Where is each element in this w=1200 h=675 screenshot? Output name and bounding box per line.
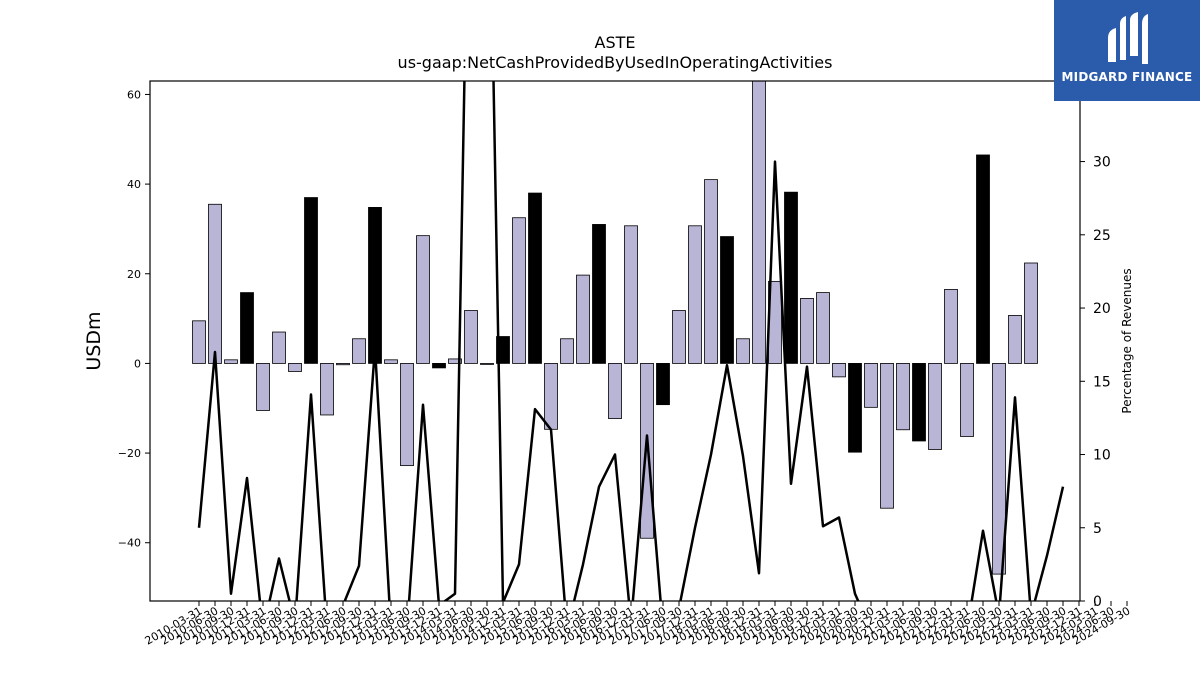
bar-22 (544, 363, 558, 430)
bar-7 (304, 197, 318, 364)
bar-38 (800, 298, 814, 364)
bar-28 (640, 363, 654, 539)
bar-24 (576, 274, 590, 364)
y2-tick-label-6: 30 (1093, 155, 1111, 171)
axes-layer (149, 80, 1081, 602)
bar-48 (960, 363, 974, 437)
y-tick-label-2: 0 (134, 357, 141, 370)
bar-49 (976, 154, 990, 364)
y-axis-label: USDm (83, 311, 105, 370)
bar-18 (480, 363, 494, 365)
bar-17 (464, 310, 478, 364)
y2-tick-label-3: 15 (1093, 374, 1111, 390)
bar-11 (368, 207, 382, 364)
y-tick-label-1: −20 (118, 447, 141, 460)
y-tick-label-3: 20 (127, 268, 141, 281)
bar-47 (944, 289, 958, 364)
chart-subtitle: us-gaap:NetCashProvidedByUsedInOperating… (398, 53, 833, 72)
y-tick-label-4: 40 (127, 178, 141, 191)
bar-21 (528, 192, 542, 364)
bar-44 (896, 363, 910, 431)
bar-1 (208, 203, 222, 364)
ticks-layer: −40−200204060051015202530352010-03-31201… (118, 81, 1133, 647)
bar-43 (880, 363, 894, 509)
bar-45 (912, 363, 926, 442)
chart-title: ASTE (595, 33, 636, 52)
bar-10 (352, 338, 366, 364)
bar-5 (272, 331, 286, 364)
bar-13 (400, 363, 414, 467)
bar-23 (560, 338, 574, 364)
bar-30 (672, 310, 686, 364)
bar-46 (928, 363, 942, 450)
bar-34 (736, 338, 750, 364)
bar-15 (432, 363, 446, 369)
bar-3 (240, 292, 254, 364)
midgard-m-icon (1108, 12, 1148, 64)
bar-52 (1024, 262, 1038, 364)
bar-42 (864, 363, 878, 408)
brand-name: MIDGARD FINANCE (1061, 70, 1193, 84)
bar-12 (384, 359, 398, 364)
bar-29 (656, 363, 670, 406)
y2-axis-label: Percentage of Revenues (1120, 268, 1134, 413)
bar-16 (448, 358, 462, 364)
bar-8 (320, 363, 334, 416)
bar-31 (688, 225, 702, 364)
bar-6 (288, 363, 302, 372)
bar-0 (192, 320, 206, 364)
bar-26 (608, 363, 622, 419)
bar-37 (784, 191, 798, 364)
y-tick-label-5: 60 (127, 88, 141, 101)
bars-layer (192, 81, 1038, 575)
bar-33 (720, 236, 734, 364)
bar-9 (336, 363, 350, 366)
bar-25 (592, 224, 606, 364)
brand-logo: MIDGARD FINANCE (1054, 0, 1200, 101)
bar-41 (848, 363, 862, 453)
bar-20 (512, 217, 526, 364)
y2-tick-label-0: 0 (1093, 594, 1102, 610)
plot-frame (149, 80, 1081, 602)
bar-2 (224, 359, 238, 364)
y2-tick-label-4: 20 (1093, 301, 1111, 317)
y-tick-label-0: −40 (118, 537, 141, 550)
bar-39 (816, 292, 830, 364)
bar-51 (1008, 315, 1022, 364)
y2-tick-label-5: 25 (1093, 228, 1111, 244)
y2-tick-label-1: 5 (1093, 521, 1102, 537)
bar-40 (832, 363, 846, 378)
bar-4 (256, 363, 270, 411)
bar-32 (704, 179, 718, 364)
bar-50 (992, 363, 1006, 575)
y2-tick-label-2: 10 (1093, 448, 1111, 464)
bar-27 (624, 225, 638, 364)
bar-14 (416, 235, 430, 364)
bar-35 (752, 81, 766, 364)
